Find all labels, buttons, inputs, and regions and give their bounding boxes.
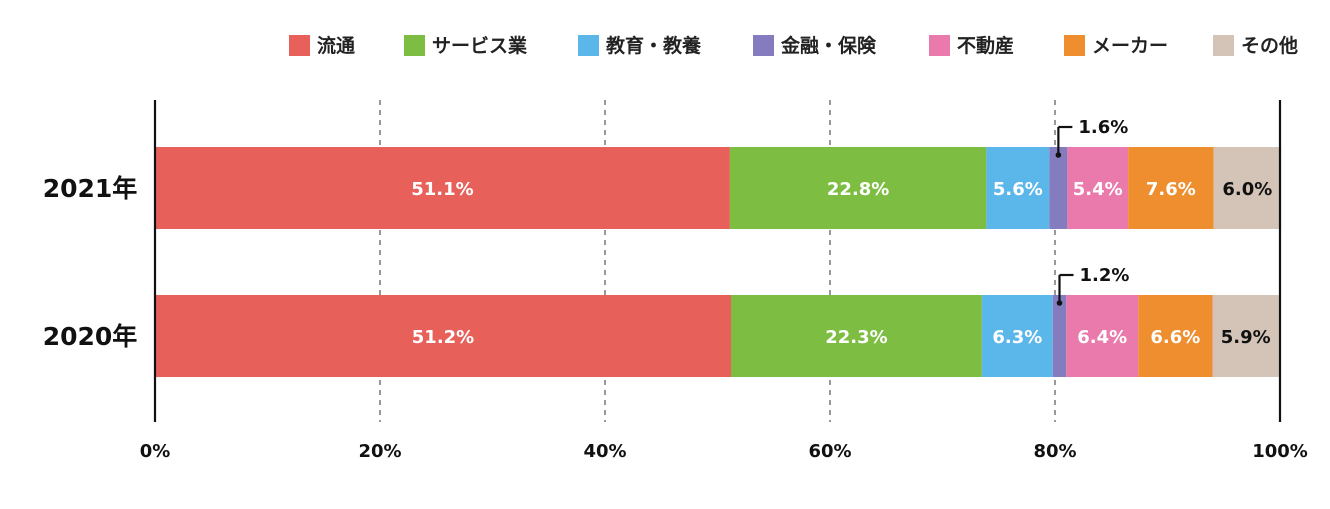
legend-swatch bbox=[404, 35, 425, 56]
data-label: 51.1% bbox=[411, 179, 473, 200]
data-label: 7.6% bbox=[1146, 179, 1196, 200]
category-label: 2021年 bbox=[43, 174, 138, 203]
bar-segment bbox=[155, 147, 730, 229]
data-label: 22.3% bbox=[825, 327, 887, 348]
legend-label: メーカー bbox=[1092, 35, 1168, 57]
x-tick-label: 100% bbox=[1252, 441, 1308, 462]
bar-segment bbox=[1049, 147, 1068, 229]
bar-segment bbox=[1066, 295, 1139, 377]
x-tick-label: 20% bbox=[358, 441, 401, 462]
data-label: 5.6% bbox=[993, 179, 1043, 200]
legend-label: 流通 bbox=[317, 34, 356, 57]
callout-label: 1.6% bbox=[1078, 117, 1128, 138]
legend-swatch bbox=[929, 35, 950, 56]
bar-segment bbox=[986, 147, 1050, 229]
x-tick-label: 0% bbox=[140, 441, 171, 462]
bar-segment bbox=[1138, 295, 1213, 377]
bar-segment bbox=[1213, 147, 1282, 229]
legend-swatch bbox=[1213, 35, 1234, 56]
bar-segment bbox=[731, 295, 982, 377]
legend-label: その他 bbox=[1241, 34, 1298, 57]
legend-swatch bbox=[578, 35, 599, 56]
legend-label: 教育・教養 bbox=[606, 34, 702, 57]
legend-label: 不動産 bbox=[957, 34, 1014, 57]
bar-segment bbox=[981, 295, 1053, 377]
bar-segment bbox=[1067, 147, 1129, 229]
legend-swatch bbox=[753, 35, 774, 56]
data-label: 51.2% bbox=[412, 327, 474, 348]
bar-segment bbox=[1212, 295, 1279, 377]
data-label: 6.0% bbox=[1222, 179, 1272, 200]
bar-segment bbox=[1128, 147, 1214, 229]
legend-label: サービス業 bbox=[432, 34, 528, 57]
callout-label: 1.2% bbox=[1080, 265, 1130, 286]
x-tick-label: 80% bbox=[1033, 441, 1076, 462]
data-label: 22.8% bbox=[827, 179, 889, 200]
x-tick-label: 40% bbox=[583, 441, 626, 462]
category-label: 2020年 bbox=[43, 322, 138, 351]
data-label: 6.4% bbox=[1077, 327, 1127, 348]
data-label: 5.4% bbox=[1073, 179, 1123, 200]
callout-dot bbox=[1056, 300, 1063, 306]
callout-dot bbox=[1055, 152, 1062, 158]
x-tick-label: 60% bbox=[808, 441, 851, 462]
bar-segment bbox=[155, 295, 731, 377]
legend-swatch bbox=[289, 35, 310, 56]
bar-segment bbox=[1052, 295, 1067, 377]
data-label: 6.6% bbox=[1150, 327, 1200, 348]
legend-label: 金融・保険 bbox=[780, 34, 877, 57]
legend-swatch bbox=[1064, 35, 1085, 56]
data-label: 5.9% bbox=[1221, 327, 1271, 348]
bar-segment bbox=[729, 147, 987, 229]
data-label: 6.3% bbox=[992, 327, 1042, 348]
